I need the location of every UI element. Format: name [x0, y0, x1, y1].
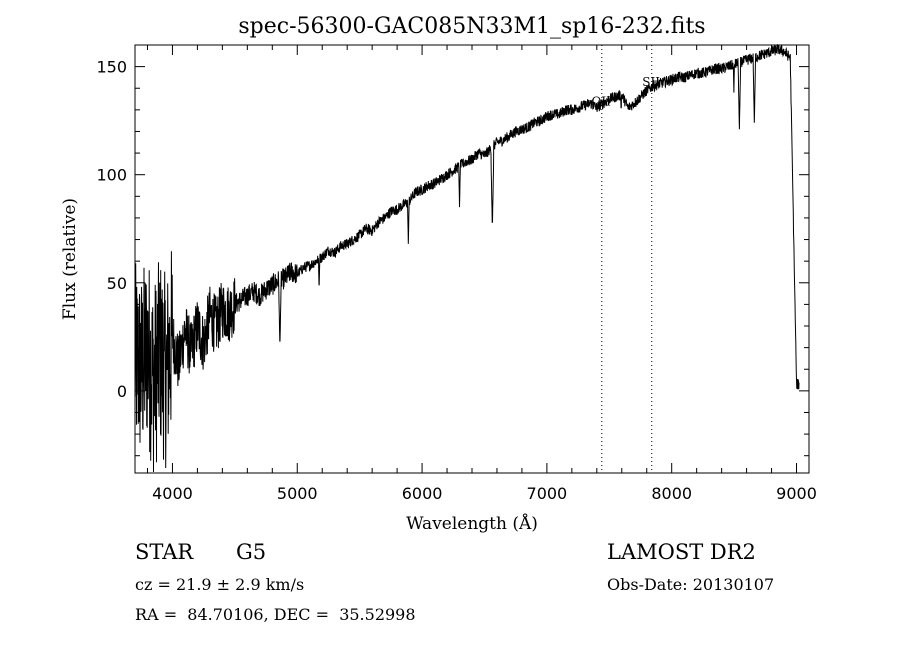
x-tick-label: 4000: [152, 484, 193, 503]
line-annotations: OII SII: [592, 75, 661, 108]
y-tick-label: 100: [96, 166, 127, 185]
observation-date: Obs-Date: 20130107: [607, 575, 775, 594]
y-axis-label: Flux (relative): [60, 198, 80, 320]
x-tick-label: 8000: [651, 484, 692, 503]
chart-title: spec-56300-GAC085N33M1_sp16-232.fits: [238, 14, 705, 39]
object-class: STAR: [135, 540, 194, 564]
object-subclass: G5: [236, 540, 267, 564]
reference-lines: [601, 45, 653, 473]
redshift-value: cz = 21.9 ± 2.9 km/s: [135, 575, 305, 594]
x-tick-label: 9000: [776, 484, 817, 503]
y-tick-label: 50: [107, 274, 127, 293]
x-tick-label: 6000: [402, 484, 443, 503]
survey-name: LAMOST DR2: [607, 540, 756, 564]
line-annotation: SII: [642, 75, 660, 89]
coordinates: RA = 84.70106, DEC = 35.52998: [135, 605, 416, 624]
y-axis: 0 50 100 150: [96, 44, 809, 457]
plot-frame: [134, 44, 810, 474]
spectrum-line: [134, 43, 800, 473]
line-annotation: OII: [592, 95, 612, 109]
y-tick-label: 150: [96, 58, 127, 77]
x-axis: 4000 5000 6000 7000 8000 9000: [146, 45, 817, 503]
x-tick-label: 5000: [277, 484, 318, 503]
x-tick-label: 7000: [527, 484, 568, 503]
x-axis-label: Wavelength (Å): [406, 513, 538, 534]
y-tick-label: 0: [117, 382, 127, 401]
